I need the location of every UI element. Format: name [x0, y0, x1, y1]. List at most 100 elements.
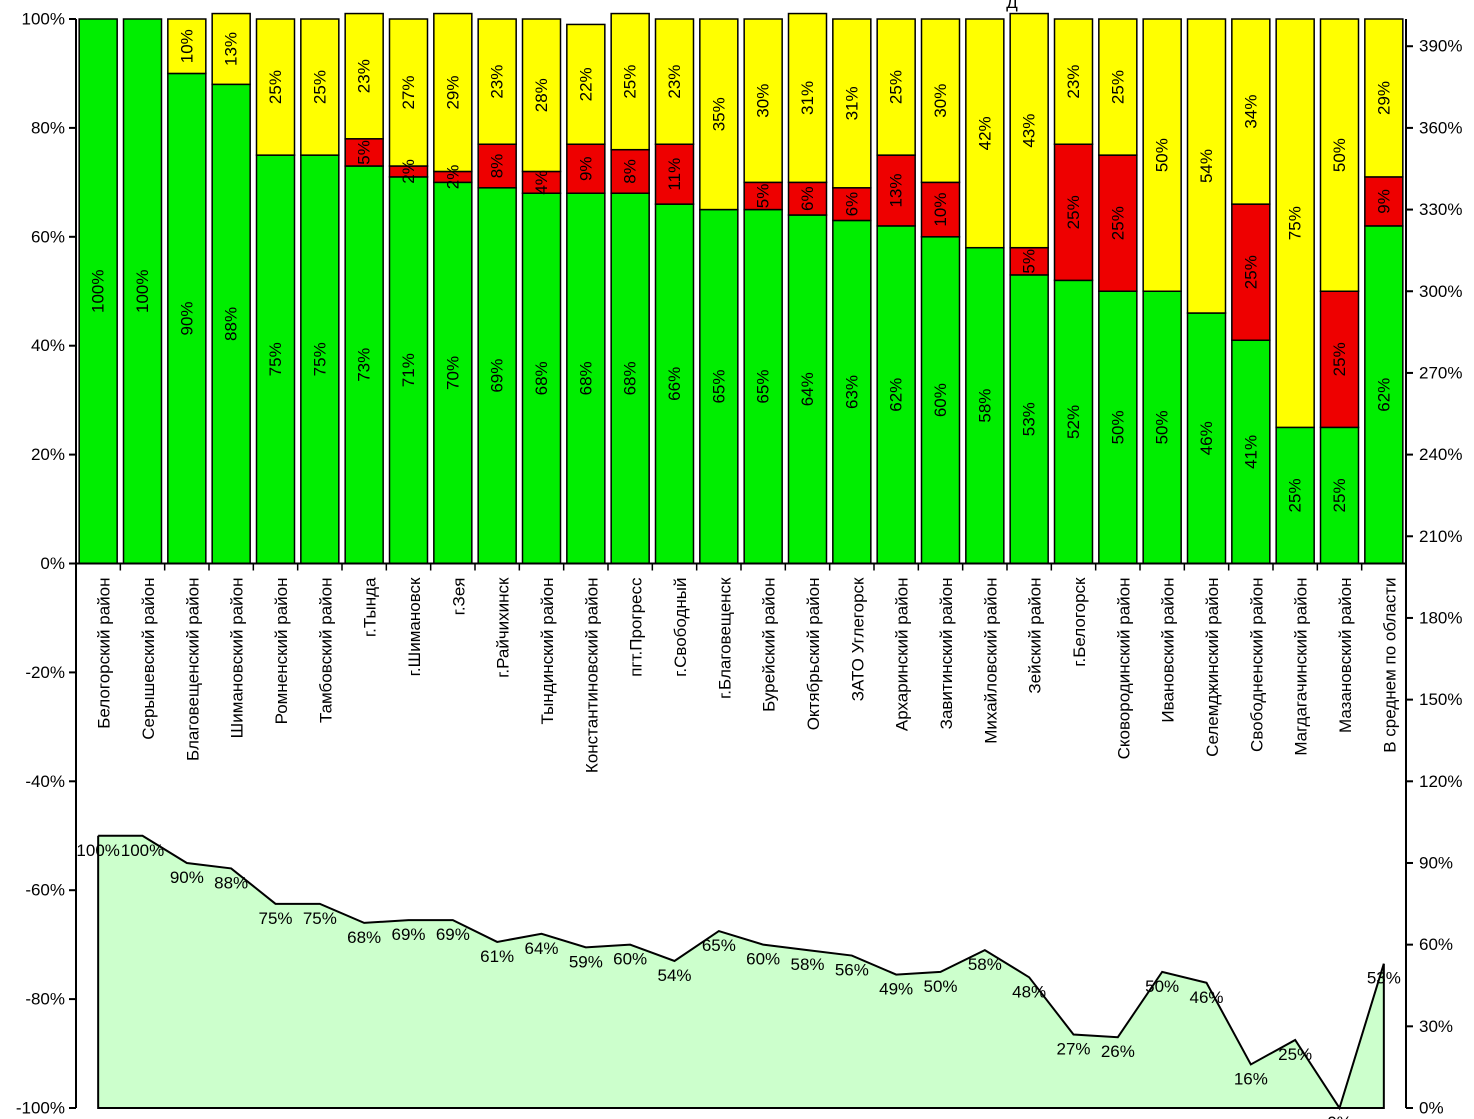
bar-segment: [1009, 12, 1049, 249]
right-tick-label: 120%: [1419, 772, 1462, 791]
bar-segment: [1319, 290, 1360, 429]
bar-segment: [255, 18, 296, 156]
area-value-label: 46%: [1189, 988, 1223, 1007]
bar-value-label: 75%: [310, 342, 329, 376]
right-tick-label: 30%: [1419, 1017, 1453, 1036]
bar-value-label: 25%: [1064, 195, 1083, 229]
area-series: [97, 834, 1385, 1111]
right-tick-label: 270%: [1419, 363, 1462, 382]
left-tick-label: 40%: [31, 336, 65, 355]
area-value-label: 60%: [613, 950, 647, 969]
bar-value-label: 29%: [443, 75, 462, 109]
bar-value-label: 53%: [1020, 402, 1039, 436]
bar-segment: [832, 18, 872, 189]
right-tick-label: 210%: [1419, 527, 1462, 546]
bar-segment: [122, 18, 163, 565]
bar-segment: [610, 192, 650, 565]
category-label: Константиновский район: [582, 578, 601, 774]
category-label: пгт.Прогресс: [627, 577, 646, 677]
category-label: Белогорский район: [95, 578, 114, 729]
bar-value-label: 4%: [532, 170, 551, 195]
area-value-label: 0%: [1327, 1113, 1352, 1119]
area-value-label: 16%: [1234, 1069, 1268, 1088]
bar-value-label: 31%: [842, 86, 861, 120]
bar-value-label: 29%: [1374, 81, 1393, 115]
top-fragment-text: Д: [1006, 0, 1018, 12]
bar-segment: [610, 148, 650, 194]
bar-segment: [965, 18, 1005, 249]
category-label: Магдагачинский район: [1292, 578, 1311, 756]
right-tick-label: 240%: [1419, 445, 1462, 464]
bar-value-label: 8%: [621, 159, 640, 184]
area-fill: [98, 835, 1384, 1108]
bar-value-label: 43%: [1020, 114, 1039, 148]
bar-segment: [1231, 339, 1271, 565]
bar-value-label: 62%: [887, 378, 906, 412]
area-value-label: 26%: [1101, 1042, 1135, 1061]
bar-segment: [1098, 154, 1138, 292]
bar-segment: [566, 23, 606, 145]
category-label: г.Тында: [361, 577, 380, 637]
left-tick-label: 100%: [22, 10, 65, 29]
bar-segment: [1098, 18, 1138, 156]
bar-segment: [876, 154, 916, 227]
bar-segment: [1275, 18, 1315, 429]
category-label: Свободненский район: [1247, 578, 1266, 752]
bar-value-label: 75%: [1286, 206, 1305, 240]
bar-segment: [521, 192, 562, 565]
bar-value-label: 35%: [709, 97, 728, 131]
right-tick-label: 330%: [1419, 200, 1462, 219]
bar-value-label: 25%: [1330, 478, 1349, 512]
category-label: В среднем по области: [1380, 578, 1399, 753]
left-tick-label: 20%: [31, 445, 65, 464]
category-label: Ивановский район: [1159, 578, 1178, 723]
left-tick-label: -60%: [25, 881, 65, 900]
bar-value-label: 68%: [532, 361, 551, 395]
category-label: Тындинский район: [538, 578, 557, 725]
right-tick-label: 360%: [1419, 118, 1462, 137]
bar-value-label: 9%: [1374, 189, 1393, 214]
bar-value-label: 68%: [576, 361, 595, 395]
category-label: Архаринский район: [893, 578, 912, 732]
category-label: Михайловский район: [981, 577, 1000, 743]
bar-value-label: 27%: [399, 75, 418, 109]
bar-value-label: 50%: [1153, 138, 1172, 172]
bar-value-label: 23%: [1064, 65, 1083, 99]
bar-value-label: 13%: [887, 174, 906, 208]
category-label: г.Благовещенск: [715, 577, 734, 699]
bar-value-label: 64%: [798, 372, 817, 406]
area-value-label: 53%: [1367, 969, 1401, 988]
category-label: Октябрьский район: [804, 578, 823, 731]
bar-segment: [388, 18, 429, 167]
bar-value-label: 71%: [399, 353, 418, 387]
bar-segment: [521, 18, 562, 173]
bar-segment: [1009, 246, 1049, 276]
bar-value-label: 30%: [754, 84, 773, 118]
left-tick-label: -20%: [25, 663, 65, 682]
bar-value-label: 75%: [266, 342, 285, 376]
bar-segment: [920, 236, 961, 565]
area-value-label: 88%: [214, 873, 248, 892]
bar-segment: [300, 18, 340, 156]
bar-value-label: 25%: [621, 65, 640, 99]
category-label: Мазановский район: [1336, 578, 1355, 733]
category-label: г.Белогорск: [1070, 577, 1089, 667]
bar-value-label: 2%: [399, 159, 418, 184]
area-value-label: 58%: [968, 955, 1002, 974]
bar-value-label: 25%: [1241, 255, 1260, 289]
bar-segment: [344, 12, 384, 140]
bar-value-label: 6%: [798, 186, 817, 211]
bar-value-label: 10%: [177, 29, 196, 63]
bar-segment: [255, 154, 296, 565]
bar-segment: [787, 12, 828, 184]
bar-value-label: 23%: [488, 65, 507, 99]
bar-segment: [699, 18, 739, 211]
bar-segment: [1364, 176, 1404, 227]
bar-segment: [344, 165, 384, 565]
bar-value-label: 22%: [576, 67, 595, 101]
area-value-label: 49%: [879, 980, 913, 999]
bar-value-label: 11%: [665, 158, 684, 191]
bar-value-label: 70%: [443, 356, 462, 390]
bar-segment: [876, 225, 916, 565]
